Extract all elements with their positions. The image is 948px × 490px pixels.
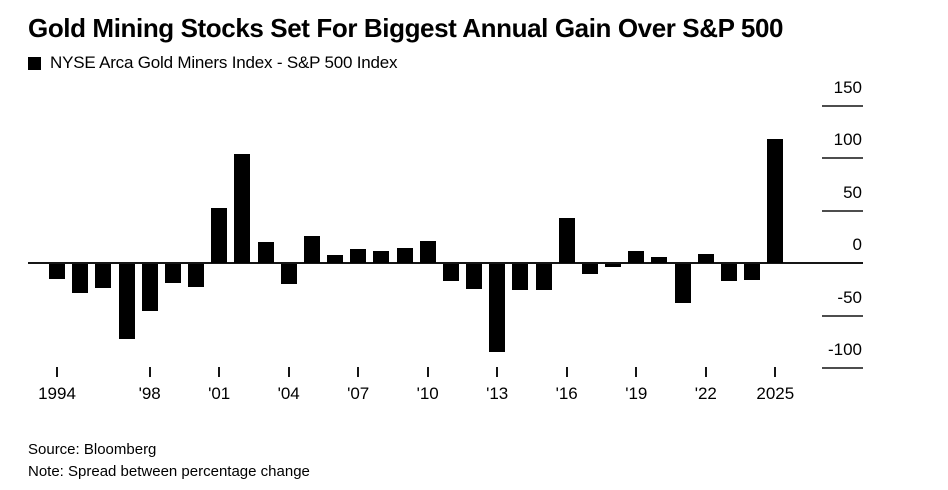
x-axis-label-2007: '07 <box>347 384 370 403</box>
x-axis-label-2019: '19 <box>625 384 648 403</box>
x-tick-2019 <box>635 367 638 377</box>
bar-2012 <box>466 264 483 290</box>
bar-1998 <box>141 264 158 312</box>
x-tick-2013 <box>496 367 499 377</box>
bar-2001 <box>211 208 228 263</box>
x-axis-label-2016: '16 <box>555 384 578 403</box>
legend-label: NYSE Arca Gold Miners Index - S&P 500 In… <box>50 53 398 72</box>
bar-1995 <box>72 264 89 294</box>
source-text: Source: Bloomberg <box>28 441 157 458</box>
bar-1997 <box>118 264 135 339</box>
x-axis-label-2022: '22 <box>694 384 717 403</box>
bar-2015 <box>535 264 552 291</box>
footer: Source: Bloomberg Note: Spread between p… <box>28 439 310 483</box>
page-title: Gold Mining Stocks Set For Biggest Annua… <box>28 13 784 43</box>
bar-2025 <box>767 139 784 263</box>
x-tick-2001 <box>218 367 221 377</box>
bar-2004 <box>280 264 297 284</box>
y-axis-label-0: 0 <box>852 235 862 254</box>
y-gridline--100 <box>822 367 863 369</box>
zero-axis-line <box>28 262 863 264</box>
bar-2017 <box>581 264 598 274</box>
y-axis-label--100: -100 <box>827 340 862 359</box>
bar-2006 <box>327 254 343 263</box>
bar-2016 <box>558 217 575 263</box>
bar-2002 <box>234 153 251 263</box>
x-axis-label-1998: '98 <box>138 384 161 403</box>
x-axis-label-2010: '10 <box>416 384 439 403</box>
bar-2000 <box>188 264 204 288</box>
x-tick-1994 <box>56 367 58 377</box>
bar-1996 <box>95 264 112 289</box>
y-gridline-50 <box>822 209 863 212</box>
legend: NYSE Arca Gold Miners Index - S&P 500 In… <box>28 53 398 72</box>
bar-2007 <box>350 249 367 263</box>
y-axis-label-50: 50 <box>843 182 862 202</box>
y-gridline-100 <box>822 157 863 159</box>
y-axis-label-150: 150 <box>833 77 862 97</box>
y-gridline--50 <box>822 314 863 317</box>
bar-1994 <box>49 264 65 279</box>
bar-2010 <box>419 240 436 263</box>
bar-1999 <box>164 264 181 283</box>
x-tick-2007 <box>357 367 360 377</box>
bar-2003 <box>257 242 274 263</box>
x-axis-label-2004: '04 <box>277 384 300 403</box>
bar-2020 <box>651 256 668 263</box>
bar-2024 <box>744 264 761 280</box>
x-tick-1998 <box>148 367 151 377</box>
bar-2011 <box>442 264 459 281</box>
bar-2022 <box>697 253 714 264</box>
x-tick-2010 <box>426 367 429 377</box>
bar-2014 <box>512 264 529 291</box>
bar-2023 <box>720 264 737 281</box>
y-axis-label--50: -50 <box>837 287 862 307</box>
x-tick-2025 <box>774 367 777 377</box>
x-tick-2016 <box>565 367 568 377</box>
x-axis-label-2013: '13 <box>486 384 509 403</box>
bar-2009 <box>396 248 413 263</box>
y-gridline-150 <box>822 104 863 107</box>
bar-2019 <box>628 251 645 263</box>
bar-2021 <box>674 264 691 303</box>
x-tick-2004 <box>287 367 290 377</box>
x-axis-label-2025: 2025 <box>756 384 795 403</box>
bar-2018 <box>605 264 622 268</box>
legend-swatch-icon <box>28 56 41 70</box>
x-axis-label-1994: 1994 <box>38 384 76 403</box>
x-tick-2022 <box>704 367 707 377</box>
y-axis-label-100: 100 <box>833 130 862 149</box>
x-axis-label-2001: '01 <box>208 384 231 403</box>
bar-2005 <box>303 235 320 263</box>
note-text: Note: Spread between percentage change <box>28 463 310 480</box>
bar-2013 <box>489 264 506 353</box>
bar-2008 <box>373 251 390 263</box>
